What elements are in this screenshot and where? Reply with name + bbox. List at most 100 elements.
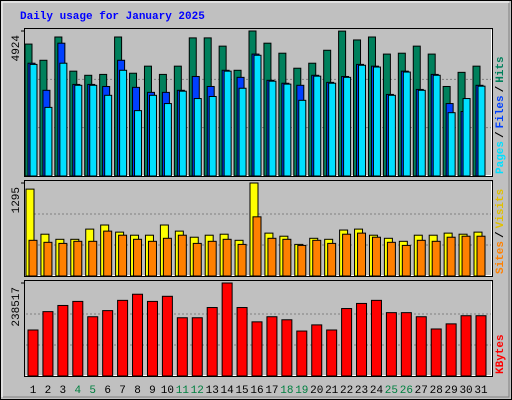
bar	[118, 234, 128, 277]
bar	[88, 240, 98, 277]
bar	[251, 321, 263, 377]
y-tick-label: 1295	[11, 187, 23, 213]
bar	[104, 94, 113, 177]
bar	[402, 71, 411, 177]
bar	[73, 240, 83, 277]
bar	[163, 103, 172, 177]
x-tick-label: 7	[119, 385, 126, 397]
bar	[103, 230, 113, 277]
bar	[193, 98, 202, 177]
bar	[221, 282, 233, 377]
bar	[268, 80, 277, 177]
x-tick-label: 14	[221, 385, 235, 397]
x-tick-label: 6	[104, 385, 111, 397]
bar	[43, 241, 53, 277]
bar	[417, 89, 426, 177]
bar	[341, 308, 353, 377]
x-tick-label: 4	[74, 385, 81, 397]
bar	[401, 244, 411, 277]
bar	[178, 90, 187, 177]
x-tick-label: 31	[474, 385, 488, 397]
bevel	[3, 3, 510, 398]
bar	[132, 293, 144, 377]
bar	[222, 238, 232, 277]
bar	[266, 316, 278, 377]
bar	[311, 324, 323, 377]
bar	[372, 66, 381, 177]
bar	[370, 299, 382, 377]
bar	[298, 99, 307, 177]
bar	[72, 300, 84, 377]
bar	[207, 240, 217, 277]
bar	[312, 239, 322, 277]
bar	[297, 244, 307, 277]
bar	[386, 241, 396, 277]
legend-entry: Hits	[495, 56, 507, 82]
bar	[192, 242, 202, 277]
bar	[162, 237, 172, 277]
bar	[133, 238, 143, 277]
bar	[296, 330, 308, 377]
bar	[87, 316, 99, 377]
x-tick-label: 5	[89, 385, 96, 397]
x-tick-label: 25	[385, 385, 398, 397]
bar	[475, 315, 487, 377]
bar	[415, 316, 427, 377]
x-tick-label: 22	[340, 385, 353, 397]
legend-entry: Sites	[495, 241, 507, 274]
bar	[58, 242, 68, 277]
bar	[328, 82, 337, 177]
bar	[477, 85, 486, 177]
y-tick-label: 4924	[11, 35, 23, 62]
x-tick-label: 27	[415, 385, 428, 397]
bar	[431, 240, 441, 277]
x-tick-label: 23	[355, 385, 368, 397]
bar	[146, 300, 158, 377]
x-tick-label: 13	[206, 385, 219, 397]
bar	[343, 76, 352, 177]
bar	[28, 239, 38, 277]
x-tick-label: 9	[149, 385, 156, 397]
x-tick-label: 8	[134, 385, 141, 397]
x-tick-label: 29	[445, 385, 458, 397]
bar	[161, 295, 173, 377]
bar	[387, 94, 396, 177]
bar	[177, 234, 187, 277]
bar	[327, 242, 337, 277]
bar	[281, 319, 293, 377]
bar	[476, 235, 486, 277]
bar	[236, 307, 248, 377]
x-tick-label: 16	[250, 385, 263, 397]
bar	[208, 95, 217, 177]
x-tick-label: 15	[235, 385, 248, 397]
bar	[29, 63, 38, 177]
x-tick-label: 21	[325, 385, 339, 397]
chart-title: Daily usage for January 2025	[20, 11, 205, 23]
legend: Sites / Visits	[495, 189, 507, 274]
bar	[119, 69, 128, 177]
x-tick-label: 18	[280, 385, 293, 397]
x-tick-label: 28	[430, 385, 443, 397]
bar	[223, 70, 232, 177]
legend-entry: Visits	[495, 189, 507, 229]
bar	[430, 328, 442, 377]
legend-separator: /	[495, 231, 507, 238]
bar	[385, 312, 397, 377]
bar	[176, 317, 188, 377]
bar	[44, 106, 53, 177]
legend-entry: Pages	[495, 141, 507, 174]
x-tick-label: 20	[310, 385, 323, 397]
x-tick-label: 17	[265, 385, 278, 397]
bar	[326, 329, 338, 377]
x-tick-label: 30	[459, 385, 472, 397]
bar	[89, 84, 98, 177]
bar	[358, 64, 367, 177]
x-tick-label: 24	[370, 385, 384, 397]
bar	[253, 54, 262, 177]
legend-entry: Files	[495, 95, 507, 128]
x-tick-label: 2	[45, 385, 52, 397]
bar	[445, 323, 457, 377]
bar	[460, 315, 472, 377]
bar	[57, 304, 69, 377]
bar	[134, 110, 143, 177]
